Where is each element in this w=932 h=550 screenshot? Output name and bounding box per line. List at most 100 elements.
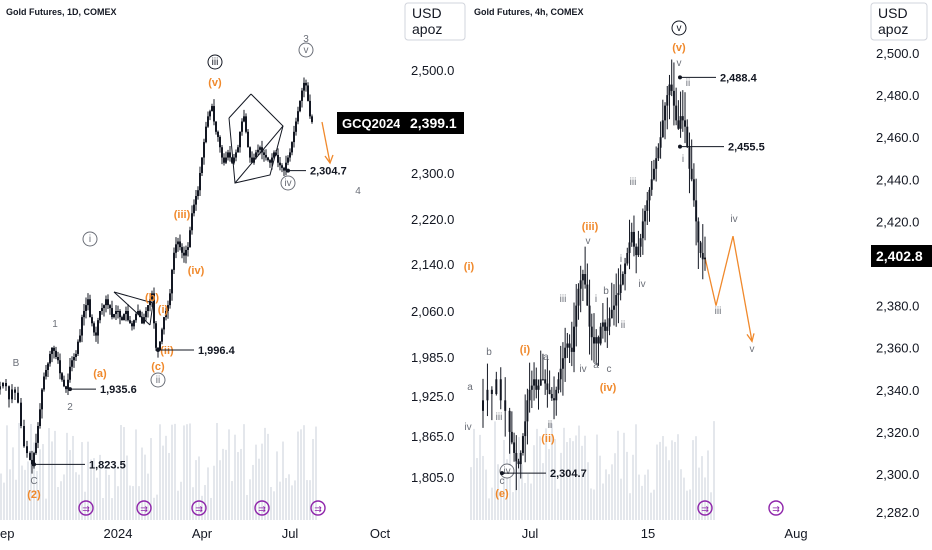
candle-body bbox=[69, 366, 71, 380]
volume-bar bbox=[674, 441, 676, 520]
volume-bar bbox=[99, 454, 101, 520]
candle-body bbox=[223, 157, 225, 163]
candle-body bbox=[495, 379, 498, 395]
volume-bar bbox=[282, 441, 284, 520]
wave-label: ii bbox=[686, 78, 690, 89]
wave-label: iv bbox=[579, 364, 586, 375]
candle-body bbox=[177, 241, 179, 245]
wave-label: i bbox=[595, 294, 597, 305]
candle-body bbox=[65, 386, 67, 390]
candle-body bbox=[510, 431, 513, 443]
wave-label: B bbox=[13, 358, 20, 369]
volume-bar bbox=[291, 485, 293, 520]
candle-body bbox=[646, 200, 649, 211]
right-y-tick-label: 2,460.0 bbox=[876, 130, 919, 145]
candle-body bbox=[67, 379, 69, 390]
candle-body bbox=[311, 116, 313, 122]
volume-bar bbox=[527, 474, 529, 520]
volume-bar bbox=[273, 491, 275, 520]
volume-bar bbox=[96, 477, 98, 520]
volume-bar bbox=[662, 436, 664, 520]
candle-body bbox=[619, 284, 622, 293]
wave-label: iv bbox=[464, 422, 471, 433]
volume-bar bbox=[21, 465, 23, 520]
candle-body bbox=[161, 329, 163, 342]
candle-body bbox=[155, 323, 157, 348]
candle-body bbox=[521, 436, 524, 453]
candle-body bbox=[561, 358, 564, 369]
volume-bar bbox=[90, 459, 92, 520]
volume-bar bbox=[653, 489, 655, 520]
candle-body bbox=[245, 116, 247, 132]
candle-body bbox=[548, 389, 551, 395]
left-y-tick-label: 2,300.0 bbox=[411, 166, 454, 181]
volume-bar bbox=[216, 422, 218, 520]
volume-bar bbox=[521, 464, 523, 520]
volume-bar bbox=[195, 460, 197, 520]
projection-arrow-head bbox=[746, 333, 755, 343]
wave-circle bbox=[280, 175, 296, 191]
wave-label: (e) bbox=[495, 488, 509, 500]
left-unit-usd: USD bbox=[412, 5, 442, 21]
candle-body bbox=[533, 379, 536, 386]
candle-body bbox=[43, 376, 45, 390]
wave-label: iii bbox=[715, 306, 722, 317]
left-symbol-label: Gold Futures, 1D, COMEX bbox=[6, 7, 117, 17]
right-y-tick-label: 2,480.0 bbox=[876, 88, 919, 103]
candle-body bbox=[581, 274, 584, 281]
wave-label: ii bbox=[621, 320, 625, 331]
volume-bar bbox=[15, 479, 17, 520]
candle-body bbox=[564, 347, 567, 359]
candle-body bbox=[269, 160, 271, 163]
volume-bar bbox=[312, 439, 314, 520]
candle-body bbox=[661, 120, 664, 138]
wave-label: a bbox=[593, 360, 599, 371]
candle-body bbox=[579, 280, 582, 289]
candle-body bbox=[590, 326, 593, 338]
candle-body bbox=[482, 400, 484, 411]
volume-bar bbox=[174, 423, 176, 520]
candle-body bbox=[101, 308, 103, 311]
wave-label: iii bbox=[630, 177, 637, 188]
left-unit-box[interactable] bbox=[404, 2, 466, 41]
candle-body bbox=[283, 167, 285, 171]
candle-body bbox=[299, 100, 301, 112]
left-price-tag-bg bbox=[400, 112, 464, 134]
right-y-tick-label: 2,360.0 bbox=[876, 341, 919, 356]
candle-body bbox=[273, 152, 275, 158]
candle-body bbox=[655, 158, 658, 169]
candle-body bbox=[49, 353, 51, 364]
candle-body bbox=[209, 111, 211, 117]
left-y-tick-label: 2,140.0 bbox=[411, 257, 454, 272]
candle-body bbox=[577, 288, 580, 306]
volume-bar bbox=[177, 490, 179, 520]
wave-circle bbox=[150, 372, 166, 388]
candle-body bbox=[259, 147, 261, 150]
candle-body bbox=[113, 314, 115, 318]
wave-label: v bbox=[677, 23, 682, 34]
left-y-tick-label: 1,805.0 bbox=[411, 470, 454, 485]
wave-label: (iv) bbox=[188, 265, 205, 277]
candle-body bbox=[621, 274, 624, 285]
right-unit-box[interactable] bbox=[870, 2, 928, 41]
left-x-tick-label: ep bbox=[0, 526, 14, 541]
wave-label: iii bbox=[496, 412, 503, 423]
candle-body bbox=[688, 146, 691, 169]
volume-bar bbox=[30, 423, 32, 520]
candle-body bbox=[213, 106, 215, 122]
volume-bar bbox=[590, 488, 592, 520]
volume-bar bbox=[87, 441, 89, 520]
candle-body bbox=[291, 142, 293, 153]
panel-left-1d: 3v iii (v) 4 iv (iii) (iv) i 1 (b)(i) (ii) (c) ii B (a… bbox=[0, 7, 361, 520]
volume-bar bbox=[126, 455, 128, 520]
candle-body bbox=[519, 452, 522, 465]
volume-bar bbox=[6, 425, 8, 520]
volume-bar bbox=[267, 433, 269, 520]
candle-body bbox=[37, 426, 39, 443]
candle-body bbox=[573, 326, 576, 352]
volume-bar bbox=[599, 455, 601, 520]
volume-bar bbox=[36, 471, 38, 520]
volume-bar bbox=[219, 460, 221, 520]
volume-bar bbox=[596, 434, 598, 520]
